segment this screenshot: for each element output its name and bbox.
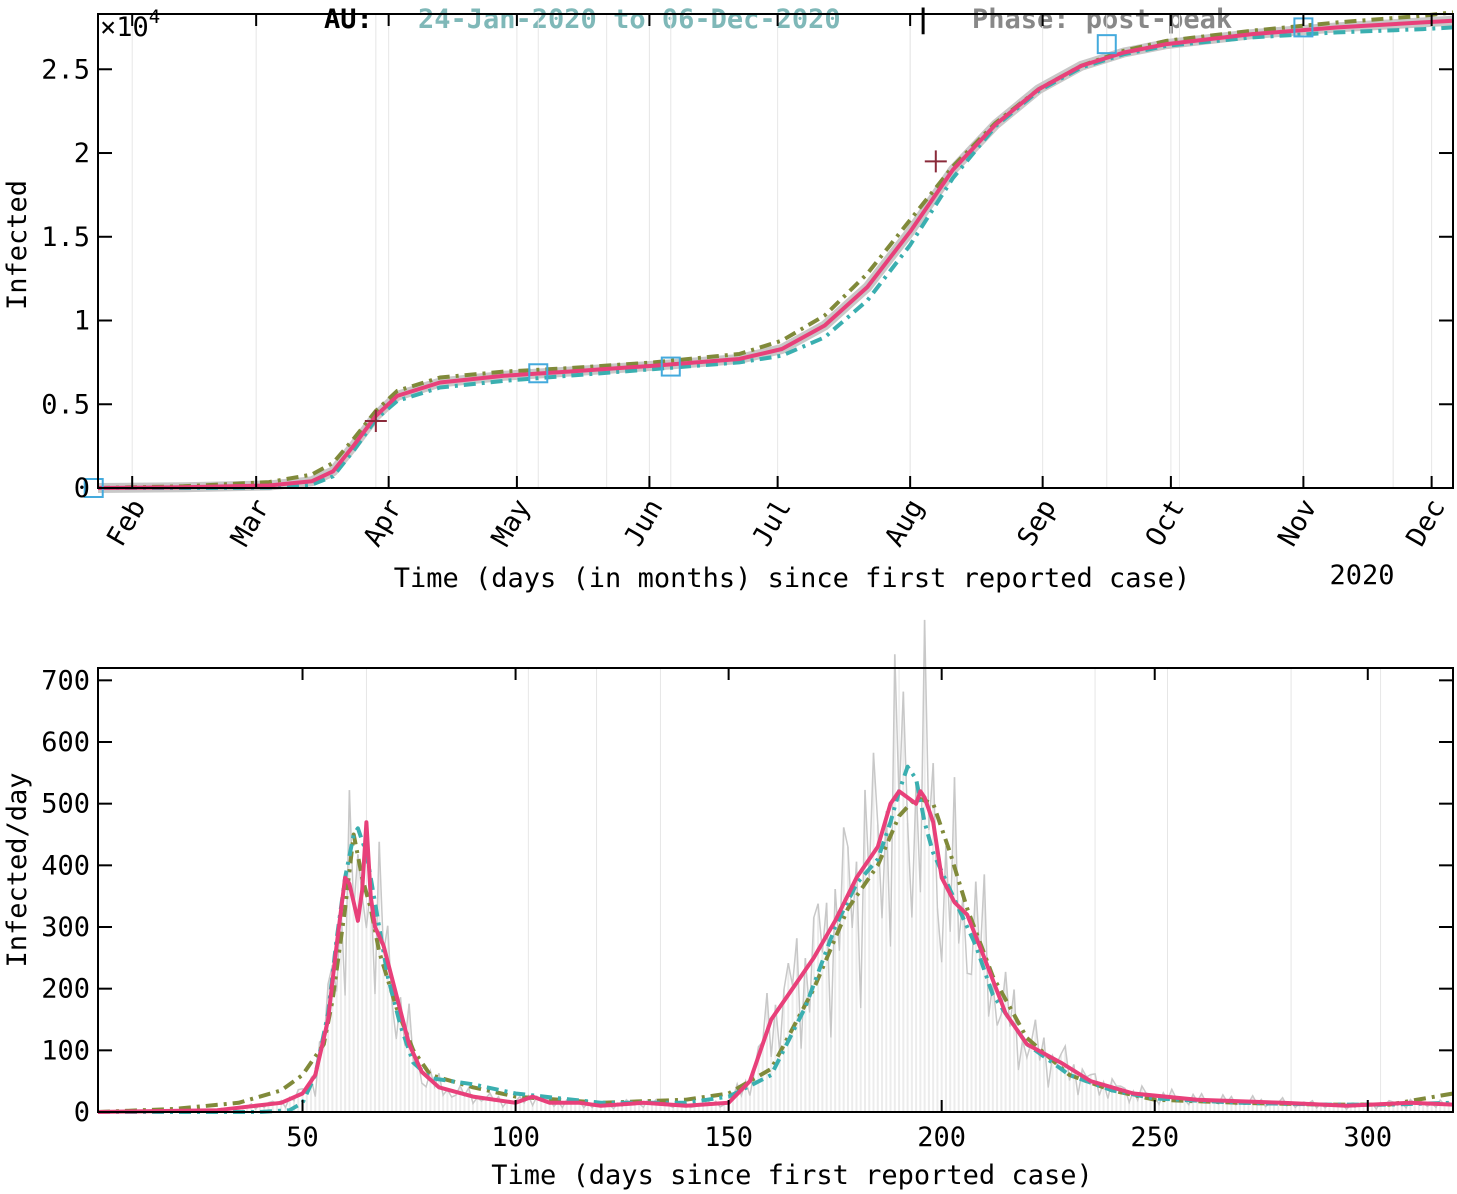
bottom-y-tick-label: 600	[41, 727, 90, 758]
top-grid	[131, 14, 1433, 488]
bottom-y-tick-label: 700	[41, 665, 90, 696]
bottom-x-tick-label: 150	[704, 1122, 753, 1153]
bottom-y-tick-label: 0	[74, 1097, 90, 1128]
bottom-x-tick-label: 250	[1130, 1122, 1179, 1153]
top-series-group	[97, 10, 1454, 493]
top-x-axis-label: Time (days (in months) since first repor…	[394, 563, 1191, 594]
title-date-range: 24-Jan-2020 to 06-Dec-2020	[418, 4, 841, 35]
top-square-marker	[660, 356, 681, 377]
bottom-x-axis-label: Time (days since first reported case)	[491, 1160, 1092, 1191]
top-y-tick-label: 0.5	[41, 389, 90, 420]
bottom-y-axis-label: Infected/day	[2, 772, 33, 967]
top-y-tick-label: 1.5	[41, 222, 90, 253]
bottom-y-tick-label: 200	[41, 974, 90, 1005]
top-square-marker	[528, 363, 549, 384]
bottom-x-tick-label: 300	[1343, 1122, 1392, 1153]
bottom-y-tick-label: 300	[41, 912, 90, 943]
title-phase: Phase: post-peak	[972, 4, 1233, 35]
bottom-axes: 0 100 200 300 400 500 600 700 50 100 150 200 250 300	[41, 665, 1454, 1153]
bottom-x-tick-label: 100	[491, 1122, 540, 1153]
bottom-series-model_teal	[98, 764, 1454, 1114]
bottom-y-tick-label: 100	[41, 1035, 90, 1066]
top-y-exponent-base: ×10	[100, 12, 149, 43]
top-markers-group	[83, 17, 1314, 498]
top-y-tick-label: 0	[74, 473, 90, 504]
top-y-tick-label: 1	[74, 306, 90, 337]
top-y-axis-label: Infected	[2, 180, 33, 310]
bottom-axes-frame	[97, 667, 1454, 1113]
top-y-tick-label: 2	[74, 138, 90, 169]
top-y-exponent: ×104	[100, 6, 160, 43]
top-series-model_olive	[97, 10, 1454, 490]
bottom-x-tick-label: 50	[286, 1122, 319, 1153]
top-x-year-label: 2020	[1329, 560, 1394, 591]
top-y-exponent-power: 4	[149, 6, 160, 28]
top-square-marker	[1096, 34, 1117, 55]
bottom-x-tick-label: 200	[917, 1122, 966, 1153]
top-axes-frame	[97, 13, 1454, 489]
top-series-model_pink	[97, 18, 1454, 490]
bottom-y-tick-label: 500	[41, 789, 90, 820]
bottom-y-tick-label: 400	[41, 850, 90, 881]
title-separator: |	[915, 4, 932, 35]
bottom-grid	[101, 619, 1454, 1112]
figure-title: AU: 24-Jan-2020 to 06-Dec-2020 | Phase: …	[0, 0, 1457, 44]
top-y-tick-label: 2.5	[41, 54, 90, 85]
title-country: AU:	[324, 4, 373, 35]
